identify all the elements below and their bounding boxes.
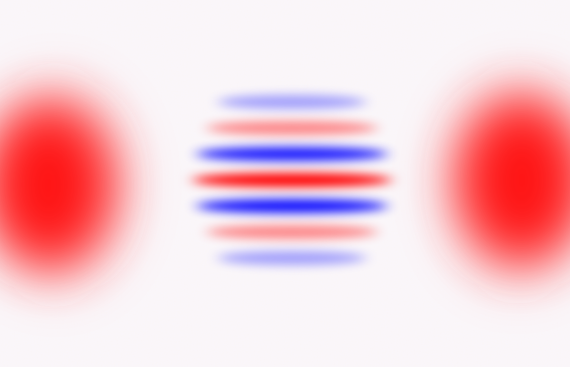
fringe-band	[206, 225, 378, 239]
fringe-band	[206, 121, 378, 135]
fringe-band	[217, 95, 367, 109]
left-lobe	[0, 70, 140, 300]
fringe-band	[217, 251, 367, 265]
center-fringes	[192, 95, 392, 265]
right-lobe	[433, 67, 570, 297]
fringe-band	[196, 147, 388, 161]
fringe-band	[196, 199, 388, 213]
fringe-band	[192, 173, 392, 187]
